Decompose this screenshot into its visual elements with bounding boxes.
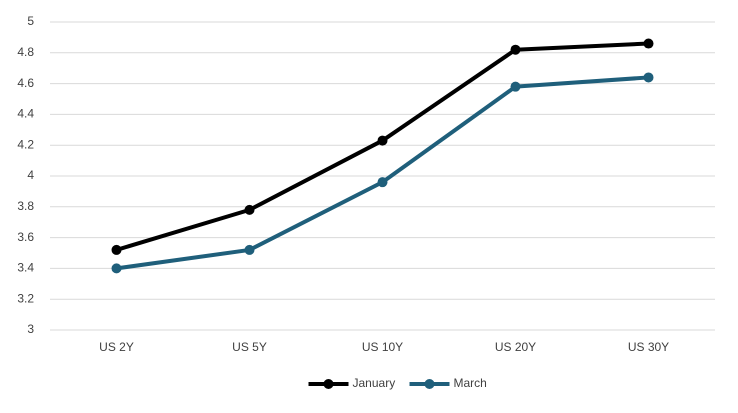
point-marker	[377, 177, 388, 188]
series-line	[115, 41, 649, 252]
y-tick-label: 4	[27, 168, 34, 182]
point-marker	[510, 44, 521, 55]
series-line	[116, 75, 649, 271]
y-tick-label: 3.6	[17, 230, 34, 244]
x-tick-label: US 10Y	[362, 340, 403, 354]
point-marker	[510, 81, 521, 92]
legend-marker	[323, 379, 334, 389]
legend-marker	[424, 379, 435, 389]
y-tick-label: 5	[27, 14, 34, 28]
point-marker	[244, 204, 255, 215]
point-marker	[111, 263, 122, 274]
y-tick-label: 3.8	[17, 199, 34, 213]
x-tick-label: US 5Y	[232, 340, 267, 354]
point-marker	[111, 244, 122, 255]
y-tick-label: 3	[27, 322, 34, 336]
y-tick-label: 4.8	[17, 45, 34, 59]
x-tick-label: US 30Y	[628, 340, 669, 354]
legend-label: March	[454, 376, 487, 390]
point-marker	[643, 72, 654, 83]
y-tick-label: 3.4	[17, 261, 34, 275]
y-tick-label: 4.4	[17, 107, 34, 121]
y-tick-label: 4.6	[17, 76, 34, 90]
legend-label: January	[353, 376, 396, 390]
point-marker	[377, 135, 388, 146]
y-tick-label: 3.2	[17, 291, 34, 305]
point-marker	[244, 244, 255, 255]
y-tick-label: 4.2	[17, 137, 34, 151]
point-marker	[643, 38, 654, 49]
x-tick-label: US 2Y	[99, 340, 134, 354]
x-tick-label: US 20Y	[495, 340, 536, 354]
